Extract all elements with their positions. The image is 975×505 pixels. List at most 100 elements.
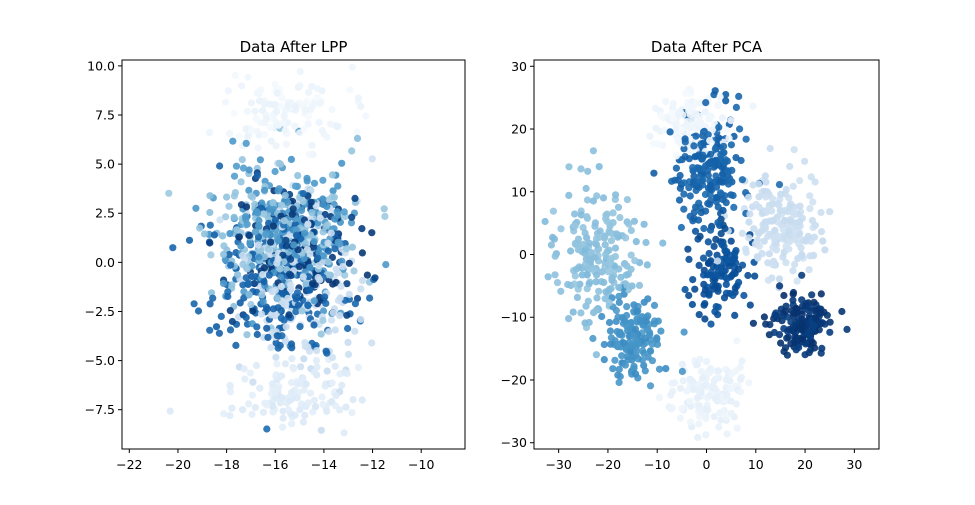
lpp-point: [319, 252, 327, 260]
lpp-point: [288, 210, 296, 218]
pca-point: [749, 181, 757, 189]
pca-point: [700, 127, 709, 135]
pca-point: [761, 223, 770, 231]
pca-point: [697, 209, 705, 217]
lpp-point: [235, 133, 243, 141]
pca-point: [676, 184, 685, 192]
pca-point: [784, 333, 792, 341]
lpp-point: [251, 403, 259, 412]
pca-point: [740, 291, 748, 300]
lpp-point: [234, 271, 242, 279]
pca-point: [785, 325, 793, 334]
lpp-point: [300, 386, 308, 394]
pca-point: [736, 363, 744, 371]
pca-point: [693, 179, 701, 187]
lpp-point: [296, 262, 304, 270]
lpp-point: [247, 99, 255, 107]
lpp-point: [245, 291, 253, 299]
lpp-point: [358, 225, 366, 233]
lpp-point: [279, 423, 287, 431]
pca-point: [598, 312, 606, 321]
lpp-point: [221, 98, 230, 106]
lpp-point: [226, 412, 234, 420]
pca-point: [770, 234, 778, 242]
pca-point: [738, 357, 746, 365]
lpp-point: [354, 363, 362, 372]
lpp-point: [279, 119, 287, 127]
lpp-point: [328, 106, 336, 114]
pca-point: [706, 137, 714, 145]
pca-point: [736, 125, 744, 133]
pca-point: [565, 191, 573, 199]
pca-point: [769, 216, 777, 224]
pca-point: [667, 405, 675, 413]
pca-point: [733, 424, 741, 432]
pca-point: [797, 244, 805, 252]
lpp-point: [325, 196, 333, 204]
pca-point: [701, 190, 710, 198]
pca-point: [727, 384, 735, 393]
lpp-point: [340, 208, 348, 216]
pca-point: [796, 177, 804, 185]
lpp-point: [259, 271, 267, 279]
pca-point: [821, 246, 829, 254]
lpp-x-tick-label: −22: [116, 457, 142, 472]
pca-point: [589, 334, 597, 343]
lpp-point: [253, 330, 261, 339]
lpp-point: [328, 397, 336, 406]
pca-point: [622, 234, 630, 242]
lpp-point: [324, 247, 332, 255]
pca-point: [714, 311, 722, 319]
pca-point: [695, 311, 703, 319]
pca-point: [605, 246, 613, 254]
lpp-point: [309, 243, 317, 251]
pca-point: [694, 393, 702, 401]
pca-point: [609, 365, 617, 373]
pca-point: [809, 339, 817, 347]
lpp-point: [297, 206, 306, 214]
lpp-point: [248, 410, 256, 418]
lpp-point: [321, 382, 329, 390]
lpp-point: [294, 172, 302, 180]
pca-point: [640, 220, 648, 228]
pca-point: [826, 208, 834, 216]
pca-x-axis: −30 −20 −10 0 10 20 30: [545, 449, 862, 472]
lpp-point: [294, 380, 302, 388]
pca-point: [584, 297, 592, 305]
pca-point: [736, 388, 745, 396]
pca-point: [690, 214, 698, 223]
pca-point: [798, 296, 806, 304]
pca-point: [642, 238, 650, 247]
pca-point: [775, 201, 783, 209]
pca-point: [627, 251, 635, 259]
pca-point: [631, 370, 640, 378]
pca-point: [790, 211, 798, 219]
pca-point: [695, 119, 704, 127]
lpp-point: [344, 324, 352, 333]
pca-point: [793, 309, 801, 317]
pca-point: [622, 271, 630, 279]
pca-point: [659, 239, 667, 247]
pca-point: [780, 216, 789, 225]
pca-point: [805, 266, 813, 274]
pca-point: [702, 99, 710, 107]
lpp-point: [277, 273, 285, 281]
pca-point: [618, 352, 626, 360]
pca-point: [805, 349, 813, 357]
pca-point: [686, 418, 695, 426]
lpp-point: [254, 241, 262, 249]
lpp-point: [292, 182, 300, 190]
lpp-point: [282, 323, 290, 331]
pca-point: [605, 318, 614, 327]
pca-point: [798, 326, 807, 334]
lpp-point: [282, 236, 290, 244]
pca-point: [573, 293, 582, 301]
pca-point: [691, 285, 699, 293]
pca-point: [738, 229, 747, 237]
lpp-point: [206, 192, 214, 200]
lpp-point: [260, 278, 268, 286]
pca-point: [672, 164, 681, 172]
lpp-point: [301, 229, 309, 237]
pca-point: [719, 149, 727, 157]
lpp-point: [247, 126, 255, 134]
